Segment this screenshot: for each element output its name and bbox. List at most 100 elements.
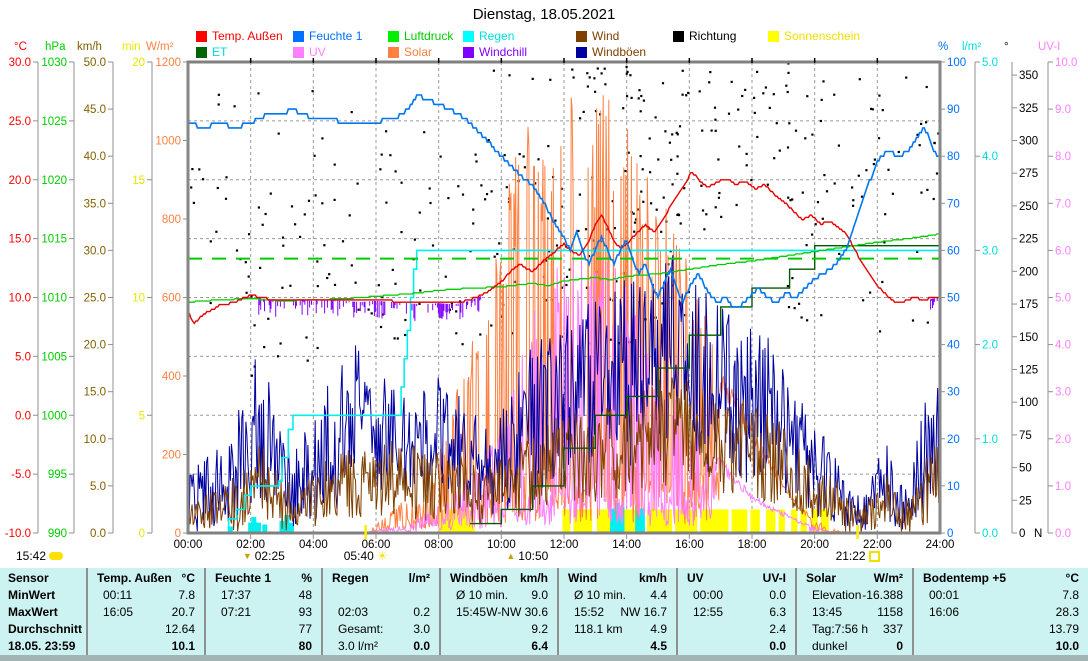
column-unit: W/m² — [873, 571, 903, 585]
svg-text:25.0: 25.0 — [9, 116, 31, 128]
svg-text:225: 225 — [1019, 234, 1038, 246]
cell-label — [923, 621, 929, 638]
uv-curve — [363, 245, 833, 534]
svg-text:4.0: 4.0 — [1055, 340, 1071, 352]
cell-label: 15:52 — [574, 605, 605, 619]
svg-text:10:00: 10:00 — [487, 539, 516, 551]
column-header: Bodentemp +5 °C — [914, 570, 1088, 587]
axis-l-m: 5.0 4.0 3.0 2.0 1.0 0.0 l/m² — [962, 41, 998, 540]
legend-swatch-et — [196, 47, 207, 58]
svg-text:1005: 1005 — [41, 351, 67, 363]
column-name: UV — [687, 571, 704, 585]
axis-unit-w-m: W/m² — [146, 41, 174, 53]
svg-text:2.0: 2.0 — [1055, 434, 1071, 446]
cell-label — [687, 638, 693, 655]
legend-item-regen: Regen — [463, 30, 514, 43]
svg-text:0: 0 — [175, 528, 181, 540]
sunrise-icon: ☀ — [376, 549, 388, 563]
cell-label: 16:06 — [929, 605, 960, 619]
svg-text:15.0: 15.0 — [84, 387, 106, 399]
svg-text:20:00: 20:00 — [800, 539, 829, 551]
svg-text:0: 0 — [1019, 528, 1025, 540]
table-cell: 6.4 — [441, 638, 557, 655]
cell-label: 13:45 — [812, 605, 843, 619]
table-cell: Ø 10 min. 9.0 — [441, 587, 557, 604]
table-column-wind: Wind km/h Ø 10 min. 4.4 15:52 NW 16.7 118.1 km… — [557, 568, 676, 655]
table-cell: Tag:7:56 h 337 — [797, 621, 912, 638]
svg-text:40.0: 40.0 — [84, 151, 106, 163]
cell-value: 0.2 — [413, 605, 430, 619]
cell-label: Tag:7:56 h — [812, 622, 869, 636]
legend-swatch-temp-au-en — [196, 31, 207, 42]
svg-text:15.0: 15.0 — [9, 234, 31, 246]
axis-hpa: 1030 1025 1020 1015 1010 1005 1000 995 990 hPa — [41, 41, 75, 540]
svg-text:275: 275 — [1019, 168, 1038, 180]
svg-text:-10.0: -10.0 — [5, 528, 31, 540]
svg-text:14:00: 14:00 — [612, 539, 641, 551]
svg-text:18:00: 18:00 — [738, 539, 767, 551]
svg-text:1000: 1000 — [41, 410, 67, 422]
cell-label: 16:05 — [103, 605, 134, 619]
wind-direction-dots — [190, 62, 942, 377]
svg-text:5.0: 5.0 — [90, 481, 106, 493]
legend-swatch-richtung — [673, 31, 684, 42]
legend-item-windchill: Windchill — [463, 46, 527, 59]
temperature-curve — [187, 171, 939, 325]
cell-value: 0 — [896, 639, 903, 653]
svg-text:1010: 1010 — [41, 293, 67, 305]
cell-value: 9.0 — [531, 588, 548, 602]
legend-label: Luftdruck — [404, 29, 454, 43]
svg-text:50: 50 — [1019, 463, 1032, 475]
window-bottom-strip — [0, 655, 1088, 661]
table-cell: 2.4 — [678, 621, 795, 638]
svg-text:5.0: 5.0 — [982, 57, 998, 69]
svg-text:250: 250 — [1019, 201, 1038, 213]
sunshine-bars — [438, 509, 829, 533]
cell-value: 9.2 — [531, 622, 548, 636]
svg-text:16:00: 16:00 — [675, 539, 704, 551]
cell-label — [687, 621, 693, 638]
svg-text:20.0: 20.0 — [9, 175, 31, 187]
cell-value: -16.388 — [862, 588, 903, 602]
svg-text:06:00: 06:00 — [362, 539, 391, 551]
table-cell: 77 — [206, 621, 321, 638]
legend-item-et: ET — [196, 46, 227, 59]
table-cell: 80 — [206, 638, 321, 655]
svg-text:600: 600 — [162, 293, 181, 305]
svg-text:200: 200 — [1019, 266, 1038, 278]
svg-text:800: 800 — [162, 214, 181, 226]
table-cell: 16:06 28.3 — [914, 604, 1088, 621]
cell-value: 337 — [882, 622, 903, 636]
sun-moon-event-05-40: 05:40 ☀ — [344, 549, 388, 563]
legend-swatch-feuchte-1 — [293, 31, 304, 42]
svg-text:22:00: 22:00 — [863, 539, 892, 551]
table-cell: 00:01 7.8 — [914, 587, 1088, 604]
svg-text:325: 325 — [1019, 103, 1038, 115]
svg-text:8.0: 8.0 — [1055, 151, 1071, 163]
svg-text:1025: 1025 — [41, 116, 67, 128]
axis-unit-c: °C — [14, 41, 27, 53]
axis-unit-l-m: l/m² — [962, 41, 981, 53]
svg-text:24:00: 24:00 — [926, 539, 955, 551]
svg-text:7.0: 7.0 — [1055, 198, 1071, 210]
cell-label — [97, 638, 103, 655]
column-name: Temp. Außen — [97, 571, 172, 585]
svg-text:3.0: 3.0 — [982, 245, 998, 257]
legend-swatch-windchill — [463, 47, 474, 58]
table-column-windb-en: Windböen km/h Ø 10 min. 9.0 15:45 W-NW 30.6 9.… — [439, 568, 557, 655]
table-cell: 17:37 48 — [206, 587, 321, 604]
stats-table: Sensor MinWert MaxWert Durchschnitt 18.05. 2… — [0, 568, 1088, 655]
legend-label: Feuchte 1 — [309, 29, 363, 43]
svg-text:12:00: 12:00 — [550, 539, 579, 551]
table-cell: 10.0 — [914, 638, 1088, 655]
svg-text:100: 100 — [947, 57, 966, 69]
svg-text:45.0: 45.0 — [84, 104, 106, 116]
svg-text:08:00: 08:00 — [424, 539, 453, 551]
table-cell: Elevation -16.388 — [797, 587, 912, 604]
svg-text:30.0: 30.0 — [84, 245, 106, 257]
column-name: Solar — [806, 571, 837, 585]
cell-label: 02:03 — [338, 605, 369, 619]
cell-label: Ø 10 min. — [456, 588, 509, 602]
svg-text:300: 300 — [1019, 136, 1038, 148]
table-cell: 3.0 l/m² 0.0 — [323, 638, 439, 655]
